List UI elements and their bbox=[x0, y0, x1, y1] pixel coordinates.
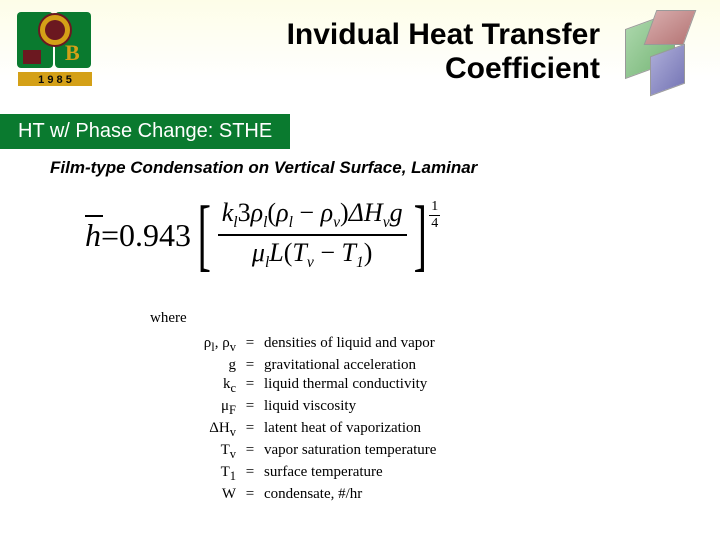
definition-equals: = bbox=[242, 398, 258, 418]
definition-equals: = bbox=[242, 420, 258, 440]
definition-symbol: μF bbox=[190, 398, 242, 418]
definition-equals: = bbox=[242, 464, 258, 484]
university-logo: B 1 9 8 5 bbox=[15, 10, 95, 90]
eq-exponent: 1 4 bbox=[429, 199, 440, 232]
logo-year: 1 9 8 5 bbox=[38, 74, 72, 86]
definition-row: Tv=vapor saturation temperature bbox=[190, 442, 436, 462]
definition-description: surface temperature bbox=[258, 464, 383, 484]
definition-row: μF=liquid viscosity bbox=[190, 398, 436, 418]
definition-description: latent heat of vaporization bbox=[258, 420, 421, 440]
subtitle-text: Film-type Condensation on Vertical Surfa… bbox=[50, 158, 477, 177]
definition-equals: = bbox=[242, 442, 258, 462]
eq-fraction: kl3ρl(ρl − ρv)ΔHvg μlL(Tv − T1) bbox=[218, 198, 407, 272]
eq-numerator: kl3ρl(ρl − ρv)ΔHvg bbox=[218, 198, 407, 236]
equation: h = 0.943 [ kl3ρl(ρl − ρv)ΔHvg μlL(Tv − … bbox=[85, 195, 565, 275]
subtitle: Film-type Condensation on Vertical Surfa… bbox=[50, 158, 477, 178]
title-line-2: Coefficient bbox=[287, 52, 600, 86]
definition-row: ΔHv=latent heat of vaporization bbox=[190, 420, 436, 440]
definition-description: liquid thermal conductivity bbox=[258, 376, 427, 396]
eq-coeff: 0.943 bbox=[119, 217, 191, 254]
section-label: HT w/ Phase Change: STHE bbox=[0, 114, 290, 149]
definition-symbol: ΔHv bbox=[190, 420, 242, 440]
bracket-right: ] bbox=[413, 195, 426, 275]
section-label-text: HT w/ Phase Change: STHE bbox=[18, 120, 272, 142]
definition-row: ρl, ρv=densities of liquid and vapor bbox=[190, 335, 436, 355]
definition-description: condensate, #/hr bbox=[258, 486, 362, 503]
where-label: where bbox=[150, 310, 436, 327]
page-title: Invidual Heat Transfer Coefficient bbox=[287, 18, 600, 86]
definition-symbol: W bbox=[190, 486, 242, 503]
where-block: where ρl, ρv=densities of liquid and vap… bbox=[150, 310, 436, 505]
definition-row: g=gravitational acceleration bbox=[190, 357, 436, 374]
definition-row: kc=liquid thermal conductivity bbox=[190, 376, 436, 396]
definition-symbol: T1 bbox=[190, 464, 242, 484]
definition-description: liquid viscosity bbox=[258, 398, 356, 418]
cube-graphic bbox=[605, 10, 705, 110]
definition-description: gravitational acceleration bbox=[258, 357, 416, 374]
definition-symbol: ρl, ρv bbox=[190, 335, 242, 355]
title-line-1: Invidual Heat Transfer bbox=[287, 18, 600, 52]
bracket-left: [ bbox=[198, 195, 211, 275]
eq-equals: = bbox=[101, 217, 119, 254]
definition-symbol: kc bbox=[190, 376, 242, 396]
definitions-table: ρl, ρv=densities of liquid and vaporg=gr… bbox=[190, 335, 436, 503]
definition-symbol: Tv bbox=[190, 442, 242, 462]
svg-text:B: B bbox=[65, 40, 80, 65]
definition-equals: = bbox=[242, 335, 258, 355]
definition-description: densities of liquid and vapor bbox=[258, 335, 435, 355]
definition-equals: = bbox=[242, 376, 258, 396]
eq-denominator: μlL(Tv − T1) bbox=[248, 236, 377, 272]
definition-equals: = bbox=[242, 486, 258, 503]
definition-row: W=condensate, #/hr bbox=[190, 486, 436, 503]
definition-equals: = bbox=[242, 357, 258, 374]
definition-row: T1=surface temperature bbox=[190, 464, 436, 484]
definition-symbol: g bbox=[190, 357, 242, 374]
eq-lhs: h bbox=[85, 217, 101, 254]
definition-description: vapor saturation temperature bbox=[258, 442, 436, 462]
